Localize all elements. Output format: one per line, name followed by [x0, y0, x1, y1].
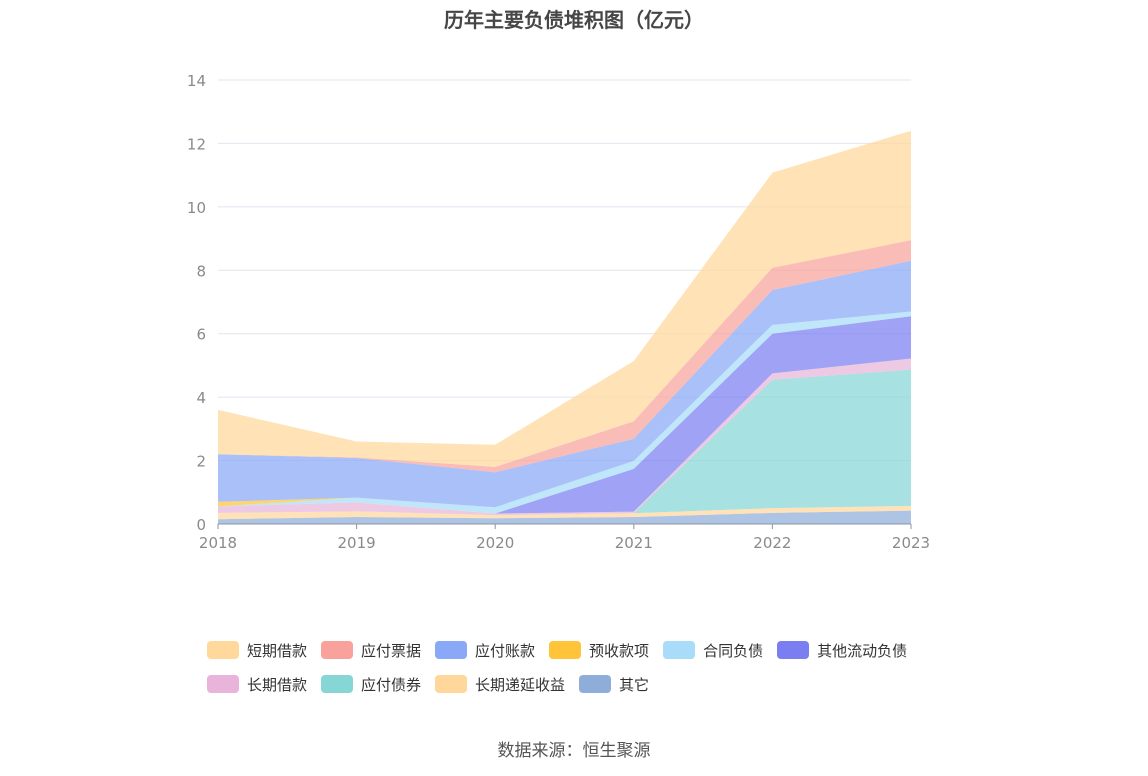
legend-item[interactable]: 预收款项: [549, 640, 649, 661]
x-tick-label: 2018: [199, 534, 237, 552]
area-series-5: [218, 311, 911, 514]
legend-item[interactable]: 应付票据: [321, 640, 421, 661]
x-tick-label: 2021: [615, 534, 653, 552]
stacked-area-chart: 0 2 4 6 8 10 12 14 2018 2019 2020 2021 2022 2023: [187, 72, 930, 552]
y-tick-label: 14: [187, 72, 206, 90]
legend-swatch: [549, 641, 582, 659]
legend-label: 应付票据: [361, 641, 422, 660]
area-series-0: [218, 510, 911, 524]
area-series-4: [218, 316, 911, 514]
y-tick-label: 2: [196, 453, 206, 471]
chart-legend: 短期借款 应付票据 应付账款 预收款项 合同负债 其他流动负债长期借款 应付债券 长期递延收益…: [207, 638, 967, 706]
y-tick-label: 0: [196, 516, 206, 534]
legend-item[interactable]: 长期借款: [207, 674, 307, 695]
y-tick-label: 12: [187, 135, 206, 153]
x-tick-label: 2020: [476, 534, 514, 552]
area-series-8: [218, 240, 911, 473]
x-tick-label: 2023: [892, 534, 930, 552]
legend-item[interactable]: 其他流动负债: [777, 640, 907, 661]
legend-label: 其它: [619, 675, 650, 694]
legend-item[interactable]: 应付账款: [435, 640, 535, 661]
legend-swatch: [777, 641, 810, 659]
legend-swatch: [321, 641, 354, 659]
legend-row: 短期借款 应付票据 应付账款 预收款项 合同负债 其他流动负债: [207, 638, 967, 662]
legend-item[interactable]: 其它: [579, 674, 649, 695]
x-tick-label: 2022: [753, 534, 791, 552]
legend-item[interactable]: 合同负债: [663, 640, 763, 661]
legend-swatch: [435, 675, 468, 693]
area-series-9: [218, 130, 911, 467]
legend-swatch: [207, 675, 239, 693]
area-series-1: [218, 505, 911, 520]
area-series-2: [218, 369, 911, 516]
legend-swatch: [435, 641, 468, 659]
legend-swatch: [663, 641, 696, 659]
y-tick-label: 4: [196, 389, 206, 407]
y-tick-label: 6: [196, 326, 206, 344]
legend-item[interactable]: 长期递延收益: [435, 674, 565, 695]
legend-label: 其他流动负债: [817, 641, 908, 660]
y-tick-label: 10: [187, 199, 206, 217]
y-tick-label: 8: [196, 262, 206, 280]
area-series-7: [218, 260, 911, 508]
legend-label: 应付账款: [475, 641, 536, 660]
data-source: 数据来源：恒生聚源: [497, 741, 651, 761]
legend-swatch: [579, 675, 612, 693]
legend-label: 合同负债: [703, 641, 764, 660]
area-series-3: [218, 358, 911, 516]
legend-label: 长期递延收益: [475, 675, 566, 694]
legend-row: 长期借款 应付债券 长期递延收益 其它: [207, 672, 967, 696]
legend-label: 长期借款: [247, 675, 308, 694]
legend-item[interactable]: 应付债券: [321, 674, 421, 695]
x-tick-label: 2019: [338, 534, 376, 552]
legend-label: 应付债券: [361, 675, 422, 694]
legend-item[interactable]: 短期借款: [207, 640, 307, 661]
legend-label: 短期借款: [247, 641, 308, 660]
legend-swatch: [207, 641, 239, 659]
chart-title: 历年主要负债堆积图（亿元）: [444, 8, 704, 32]
legend-label: 预收款项: [589, 641, 650, 660]
legend-swatch: [321, 675, 354, 693]
